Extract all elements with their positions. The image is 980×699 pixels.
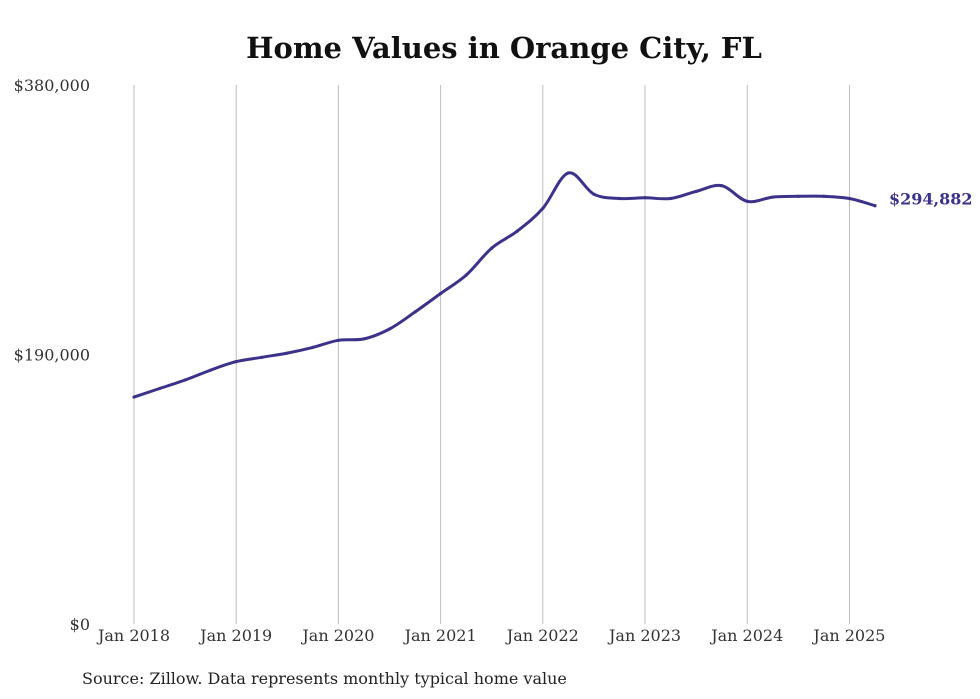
x-tick-label: Jan 2019 [198,626,272,645]
data-point [515,229,519,233]
data-point [796,194,800,198]
data-point [643,196,647,200]
data-point [720,184,724,188]
data-point [694,189,698,193]
x-tick-label: Jan 2018 [96,626,170,645]
data-point [234,359,238,364]
x-tick-label: Jan 2024 [709,626,783,645]
data-points [132,171,877,399]
data-point [464,273,468,277]
data-point [285,351,289,355]
data-point [745,199,749,203]
data-point [541,206,545,211]
data-point [439,291,443,296]
data-point [209,368,213,372]
y-axis-ticks: $0 $190,000 $380,000 [14,76,90,634]
data-point [617,196,622,201]
x-tick-label: Jan 2025 [811,626,885,645]
data-point [566,171,570,175]
y-tick-label: $380,000 [14,76,90,95]
y-tick-label: $190,000 [14,346,90,365]
data-point [847,196,852,201]
data-point [387,327,392,331]
data-point [362,337,366,341]
end-value-label: $294,882 [889,190,973,209]
data-point [490,246,494,250]
data-point [873,204,877,208]
data-point [771,195,775,199]
data-point [132,395,136,399]
data-point [157,386,162,391]
x-tick-label: Jan 2023 [607,626,681,645]
series-line-home-value [132,171,877,399]
data-point [668,196,673,201]
gridlines [133,85,850,624]
chart-title: Home Values in Orange City, FL [246,31,762,65]
x-tick-label: Jan 2021 [403,626,477,645]
x-tick-label: Jan 2022 [505,626,579,645]
x-tick-label: Jan 2020 [300,626,374,645]
data-point [260,355,264,359]
data-point [592,192,596,196]
data-point [822,194,826,198]
source-note: Source: Zillow. Data represents monthly … [82,669,567,688]
data-point [311,345,315,350]
data-point [413,310,417,314]
x-axis-ticks: Jan 2018 Jan 2019 Jan 2020 Jan 2021 Jan 2022… [96,626,886,645]
y-tick-label: $0 [70,615,90,634]
data-point [183,378,187,382]
data-point [336,338,341,342]
